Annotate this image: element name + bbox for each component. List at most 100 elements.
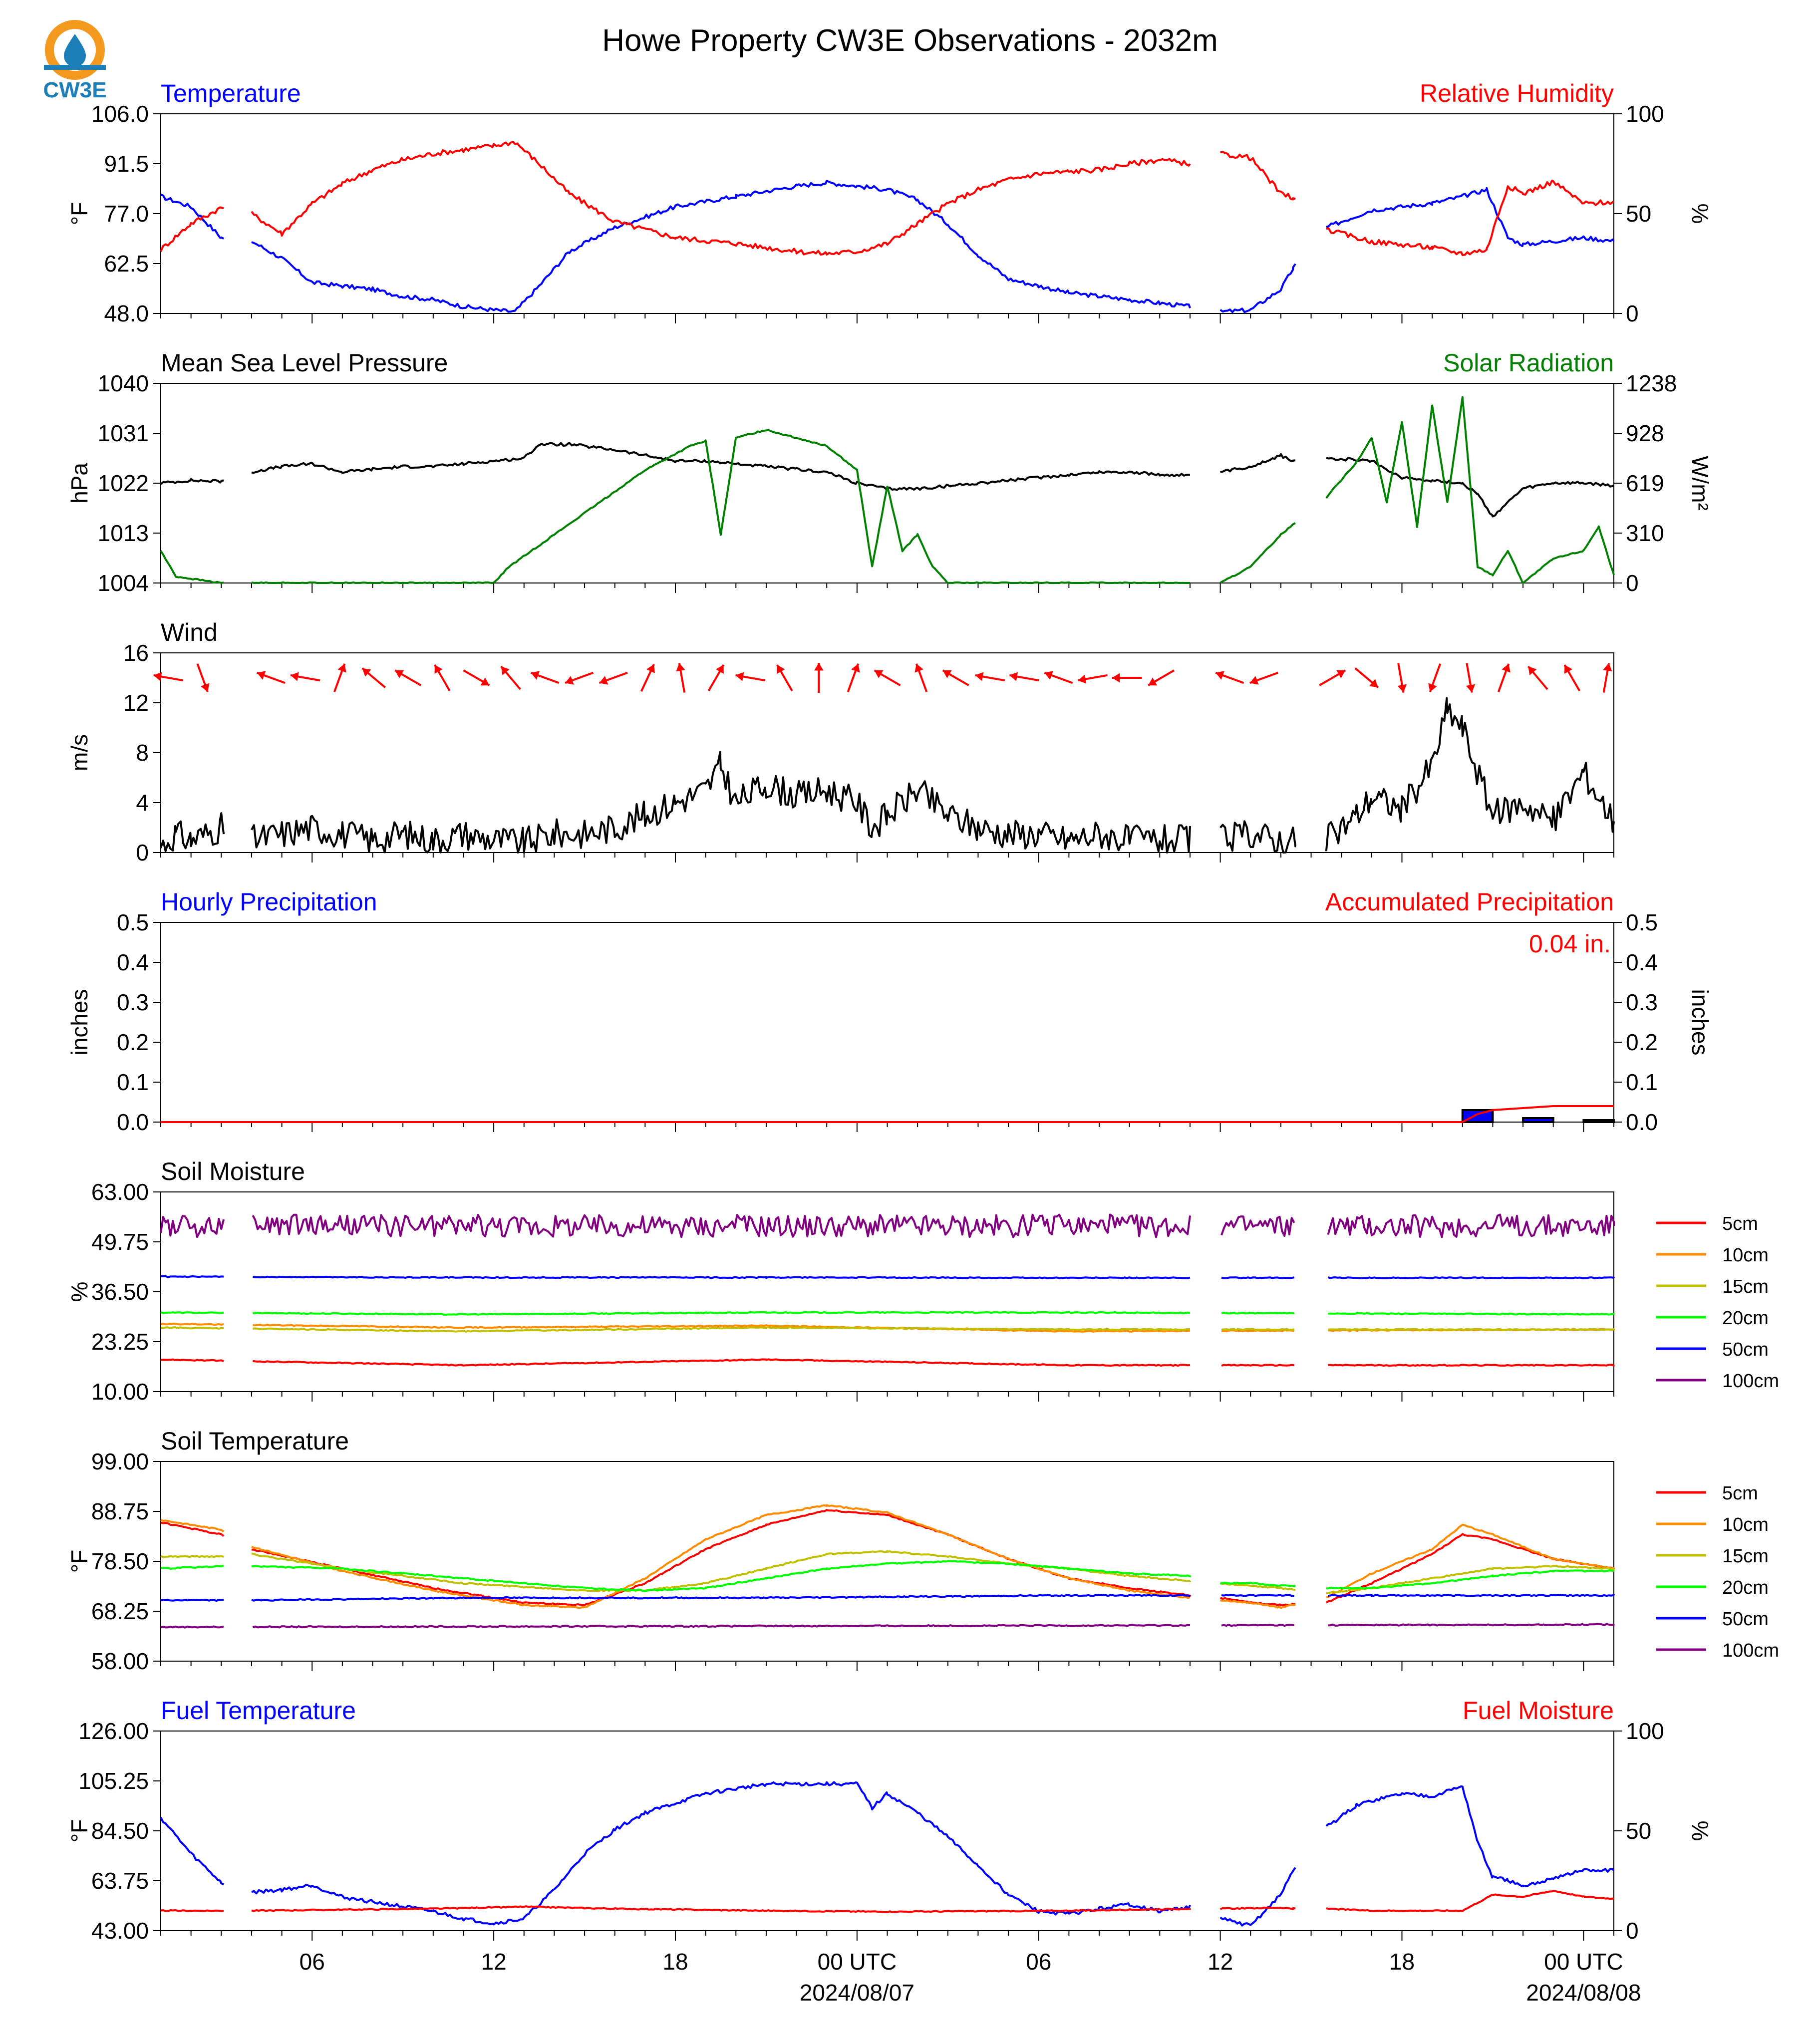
- y-tick-label-right: 0.1: [1626, 1069, 1658, 1095]
- series-line-10cm: [160, 1504, 1615, 1609]
- hourly-precip-bar: [1522, 1117, 1554, 1123]
- panel-title-right-2: Solar Radiation: [1443, 349, 1614, 377]
- series-line-relative-humidity: [160, 141, 1614, 257]
- y-tick-label-right: 100: [1626, 1718, 1664, 1744]
- wind-arrow-head: [914, 663, 923, 673]
- figure-title: Howe Property CW3E Observations - 2032m: [602, 23, 1218, 58]
- wind-arrow-head: [814, 663, 824, 671]
- y-tick-label-left: 105.25: [78, 1768, 149, 1794]
- accumulated-total-label: 0.04 in.: [1529, 930, 1611, 958]
- panel-title-right-4: Accumulated Precipitation: [1325, 888, 1614, 916]
- y-tick-label-right: 50: [1626, 1818, 1651, 1844]
- y-tick-label-right: 50: [1626, 201, 1651, 227]
- wind-arrow-head: [480, 677, 490, 686]
- wind-arrow-head: [975, 672, 984, 681]
- wind-arrow-head: [501, 666, 510, 675]
- y-tick-label-left: 63.00: [91, 1179, 149, 1205]
- legend-label-20cm: 20cm: [1722, 1577, 1769, 1598]
- y-tick-label-left: 0.5: [117, 909, 149, 935]
- x-tick-label: 18: [662, 1949, 688, 1975]
- wind-arrow-head: [257, 671, 266, 680]
- y-tick-label-right: 310: [1626, 520, 1664, 546]
- y-axis-label-left-3: m/s: [66, 734, 92, 771]
- y-axis-label-left-1: °F: [66, 202, 92, 226]
- wind-arrow-head: [1044, 671, 1053, 680]
- y-tick-label-right: 619: [1626, 470, 1664, 496]
- y-tick-label-left: 48.0: [104, 300, 149, 326]
- series-line-mean-sea-level-pressure: [160, 442, 1614, 518]
- wind-arrow-head: [599, 676, 608, 685]
- x-tick-label: 18: [1389, 1949, 1415, 1975]
- series-line-wind-speed: [160, 697, 1615, 854]
- y-axis-label-left-6: °F: [66, 1550, 92, 1573]
- y-axis-label-right-7: %: [1687, 1821, 1713, 1841]
- wind-arrow-head: [565, 676, 574, 685]
- x-date-label: 2024/08/08: [1526, 1980, 1641, 2006]
- wind-arrow-head: [337, 663, 346, 673]
- wind-arrow-head: [434, 665, 443, 674]
- y-tick-label-left: 68.25: [91, 1598, 149, 1624]
- wind-arrow-head: [1148, 677, 1158, 686]
- y-tick-label-left: 0.1: [117, 1069, 149, 1095]
- series-line-50cm: [160, 1275, 1615, 1279]
- plot-frame-4: [160, 922, 1614, 1123]
- y-tick-label-left: 99.00: [91, 1449, 149, 1474]
- series-line-15cm: [160, 1326, 1615, 1333]
- y-axis-label-right-2: W/m²: [1687, 456, 1713, 511]
- x-tick-label: 12: [481, 1949, 507, 1975]
- series-line-10cm: [160, 1322, 1615, 1333]
- y-tick-label-right: 0.5: [1626, 909, 1658, 935]
- logo-text: CW3E: [43, 78, 106, 102]
- y-tick-label-left: 36.50: [91, 1279, 149, 1305]
- logo-drop-icon: [64, 34, 86, 67]
- series-line-fuel-moisture: [160, 1890, 1614, 1913]
- wind-arrow-head: [1502, 663, 1511, 673]
- y-tick-label-right: 0: [1626, 570, 1639, 596]
- legend-label-5cm: 5cm: [1722, 1483, 1758, 1504]
- y-tick-label-left: 88.75: [91, 1498, 149, 1524]
- wind-arrow-head: [1112, 673, 1120, 683]
- y-tick-label-left: 1040: [98, 370, 149, 396]
- wind-arrow-head: [646, 664, 655, 673]
- wind-arrow-head: [1078, 674, 1087, 684]
- y-tick-label-left: 1031: [98, 420, 149, 446]
- y-tick-label-left: 0.4: [117, 949, 149, 975]
- accumulated-precip-line: [161, 1105, 1614, 1123]
- cw3e-logo: CW3E: [43, 20, 107, 102]
- series-line-temperature: [160, 180, 1615, 313]
- y-tick-label-left: 4: [136, 790, 149, 816]
- y-tick-label-left: 63.75: [91, 1868, 149, 1894]
- legend-label-5cm: 5cm: [1722, 1213, 1758, 1234]
- x-tick-label: 12: [1208, 1949, 1233, 1975]
- y-tick-label-left: 1022: [98, 470, 149, 496]
- wind-arrow-head: [362, 668, 371, 677]
- y-tick-label-left: 0.2: [117, 1029, 149, 1055]
- wind-arrow-head: [874, 670, 884, 678]
- logo-wave-icon: [44, 65, 106, 70]
- wind-arrow-head: [942, 670, 952, 678]
- x-tick-label: 06: [1026, 1949, 1051, 1975]
- wind-arrow-head: [851, 663, 860, 673]
- y-tick-label-left: 58.00: [91, 1648, 149, 1674]
- y-axis-label-left-5: %: [66, 1282, 92, 1302]
- y-tick-label-left: 84.50: [91, 1818, 149, 1844]
- wind-arrow-head: [1603, 663, 1612, 672]
- y-tick-label-left: 0: [136, 840, 149, 866]
- y-tick-label-right: 0.4: [1626, 949, 1658, 975]
- hourly-precip-bar: [1582, 1119, 1615, 1123]
- panels: Temperature Relative Humidity °F % 106.0 91.5…: [66, 79, 1779, 2006]
- y-tick-label-left: 23.25: [91, 1329, 149, 1355]
- wind-arrow-head: [1369, 679, 1378, 688]
- y-tick-label-left: 10.00: [91, 1379, 149, 1405]
- legend-label-100cm: 100cm: [1722, 1640, 1779, 1661]
- x-tick-label: 00 UTC: [818, 1949, 897, 1975]
- series-line-20cm: [161, 1560, 1614, 1592]
- wind-arrow-head: [1428, 683, 1437, 692]
- wind-arrow-head: [395, 670, 404, 678]
- y-axis-label-left-7: °F: [66, 1819, 92, 1843]
- series-line-100cm: [160, 1213, 1615, 1238]
- plot-frame-2: [160, 383, 1614, 583]
- y-axis-label-left-2: hPa: [66, 463, 92, 504]
- wind-arrow-head: [1009, 672, 1018, 681]
